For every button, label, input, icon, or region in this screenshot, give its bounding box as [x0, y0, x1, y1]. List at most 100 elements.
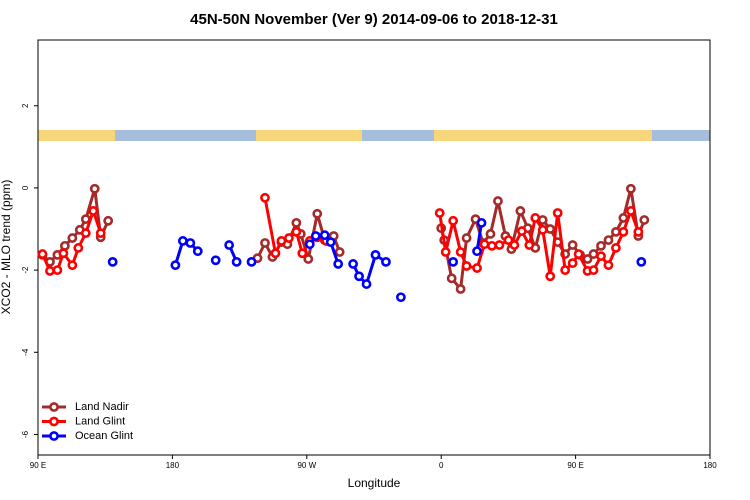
data-point: [270, 248, 281, 259]
x-tick-label: 180: [703, 461, 717, 470]
data-point: [276, 236, 287, 246]
data-point: [319, 230, 330, 241]
data-point: [476, 217, 487, 228]
data-point: [567, 258, 578, 269]
data-point: [67, 233, 78, 243]
data-point: [545, 224, 556, 234]
data-point: [537, 215, 548, 225]
data-point: [440, 247, 451, 257]
data-point: [303, 254, 314, 264]
data-point: [596, 251, 606, 262]
data-point: [516, 226, 527, 236]
y-tick-label: -2: [21, 266, 30, 274]
data-point: [582, 254, 593, 264]
data-point: [45, 266, 55, 276]
legend-marker: [49, 416, 59, 427]
data-point: [455, 284, 466, 294]
data-point: [310, 231, 321, 241]
y-tick-label: 2: [21, 103, 30, 108]
data-point: [260, 238, 270, 248]
data-point: [537, 224, 548, 235]
data-point: [472, 263, 482, 273]
data-point: [625, 183, 636, 194]
data-point: [487, 240, 497, 251]
data-point: [639, 215, 650, 225]
data-point: [503, 235, 514, 246]
data-point: [573, 249, 584, 259]
data-point: [297, 248, 308, 259]
data-point: [80, 228, 91, 239]
data-point: [192, 246, 203, 257]
data-point: [325, 237, 336, 248]
data-point: [515, 206, 526, 216]
data-point: [348, 259, 358, 269]
legend-label: Land Glint: [75, 415, 125, 427]
data-point: [596, 240, 606, 251]
data-point: [333, 259, 344, 269]
data-point: [283, 233, 294, 243]
data-point: [361, 279, 372, 289]
data-point: [59, 240, 70, 251]
data-point: [210, 255, 221, 266]
data-point: [370, 249, 381, 260]
data-point: [485, 229, 496, 239]
data-point: [89, 183, 100, 194]
data-point: [625, 206, 636, 216]
data-point: [588, 265, 599, 275]
data-point: [461, 261, 472, 271]
data-point: [618, 226, 629, 237]
data-point: [545, 271, 556, 282]
land-mask: [38, 130, 710, 141]
data-point: [461, 233, 472, 243]
data-point: [455, 247, 466, 257]
data-point: [560, 265, 571, 275]
data-point: [603, 235, 614, 246]
legend-marker: [49, 431, 59, 441]
data-point: [58, 248, 69, 259]
legend-label: Land Nadir: [75, 401, 129, 413]
data-point: [530, 213, 541, 223]
data-point: [246, 256, 257, 267]
x-axis-label: Longitude: [348, 476, 401, 490]
data-point: [95, 228, 106, 239]
data-point: [636, 256, 647, 267]
data-point: [312, 208, 323, 219]
data-point: [494, 240, 505, 250]
data-point: [395, 292, 406, 303]
data-point: [304, 239, 315, 250]
land: [256, 130, 362, 141]
data-point: [479, 239, 490, 250]
y-tick-label: -4: [21, 348, 30, 356]
data-point: [177, 236, 188, 246]
x-tick-label: 0: [439, 461, 444, 470]
y-tick-label: 0: [21, 185, 30, 190]
data-point: [107, 256, 118, 267]
x-tick-label: 90 E: [30, 461, 46, 470]
data-point: [103, 215, 114, 226]
x-tick-label: 90 W: [297, 461, 316, 470]
legend-marker: [49, 402, 59, 412]
data-point: [524, 240, 535, 250]
data-point: [224, 240, 235, 250]
data-point: [446, 273, 457, 284]
data-point: [434, 208, 445, 218]
land: [434, 130, 652, 141]
x-tick-label: 180: [166, 461, 180, 470]
data-point: [260, 192, 270, 203]
data-point: [37, 249, 48, 259]
legend-label: Ocean Glint: [75, 430, 133, 442]
data-point: [493, 196, 503, 206]
data-point: [291, 226, 302, 237]
land: [38, 130, 115, 141]
data-point: [588, 249, 599, 259]
data-point: [611, 243, 621, 253]
data-point: [291, 217, 302, 228]
ocean: [115, 130, 256, 141]
y-axis-label: XCO2 - MLO trend (ppm): [0, 180, 13, 315]
data-point: [472, 246, 482, 257]
data-point: [603, 260, 614, 271]
ocean: [362, 130, 434, 141]
data-point: [448, 215, 459, 226]
